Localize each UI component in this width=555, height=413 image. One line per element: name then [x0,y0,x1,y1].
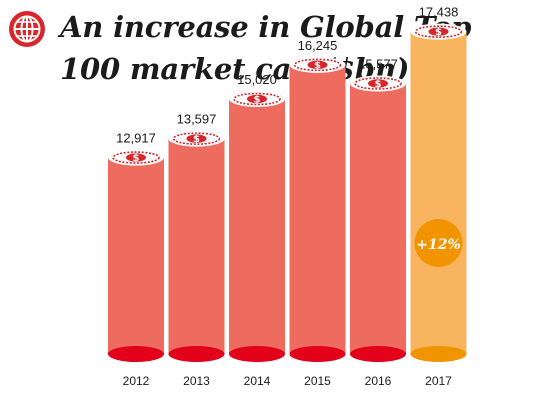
coin-symbol: $ [254,94,261,105]
bar-2016: $15,577 2016 [350,56,406,388]
bar-body [168,138,225,354]
bar-base [350,346,406,362]
chart-header: An increase in Global Top 100 market cap… [0,0,555,90]
coin-icon [289,56,346,73]
bar-base [289,346,346,362]
chart-title: An increase in Global Top 100 market cap… [60,10,472,86]
bar-base [410,346,467,362]
category-label: 2017 [425,374,452,388]
coin-symbol: $ [435,27,442,38]
bar-body [289,64,346,355]
bar-2015: $16,245 2015 [289,38,346,388]
category-label: 2016 [365,374,392,388]
coin-symbol: $ [314,60,321,71]
bar-body [108,157,164,354]
bar-body [229,98,285,354]
coin-icon [229,90,285,107]
coin-symbol: $ [375,79,382,90]
category-label: 2014 [244,374,271,388]
bar-2012: $12,917 2012 [108,131,164,388]
category-label: 2015 [304,374,331,388]
bar-2013: $13,597 2013 [168,112,225,388]
coin-icon [350,75,406,92]
annotation-label: +12% [416,237,461,253]
bar-2014: $15,020 2014 [229,72,285,388]
coin-icon [108,149,164,166]
coin-symbol: $ [193,134,200,145]
value-label: 17,438 [419,5,459,20]
bar-body [350,83,406,354]
coin-icon [168,130,225,147]
bar-base [229,346,285,362]
coin-icon [410,23,467,40]
annotation-badge [414,219,463,267]
value-label: 15,020 [237,72,277,87]
category-label: 2013 [183,374,210,388]
category-label: 2012 [123,374,150,388]
value-label: 12,917 [116,131,156,146]
bar-base [168,346,225,362]
bar-body [410,31,467,354]
coin-symbol: $ [133,153,140,164]
value-label: 13,597 [177,112,217,127]
value-label: 16,245 [298,38,338,53]
globe-icon [9,11,45,47]
bar-2017: $17,438 2017 +12% [410,5,467,388]
bar-base [108,346,164,362]
value-label: 15,577 [358,56,398,71]
